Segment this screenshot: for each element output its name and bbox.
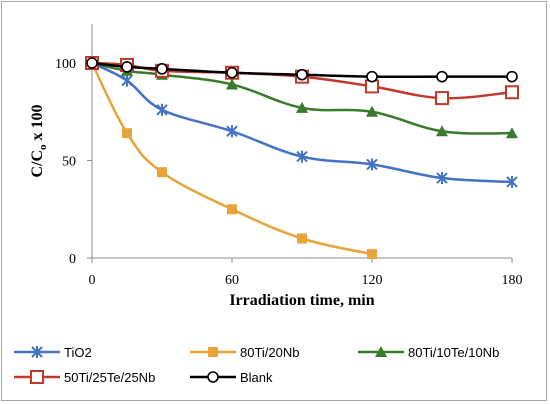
data-point — [296, 150, 308, 163]
data-point — [121, 74, 133, 87]
series-layer — [85, 56, 519, 260]
y-axis-title: C/Co x 100 — [29, 104, 49, 177]
legend-label: 50Ti/25Te/25Nb — [64, 370, 155, 385]
y-tick-label: 0 — [69, 252, 76, 267]
data-point — [506, 70, 518, 83]
y-axis-title-main: C/C — [29, 150, 46, 178]
legend-label: 80Ti/10Te/10Nb — [408, 345, 499, 360]
data-point — [367, 249, 377, 260]
data-point — [156, 63, 168, 75]
y-tick-label: 100 — [55, 57, 76, 72]
data-point — [506, 127, 518, 139]
legend-label: 80Ti/20Nb — [240, 345, 300, 360]
data-point — [296, 101, 308, 113]
legend-marker — [207, 371, 219, 383]
x-tick-label: 60 — [225, 273, 239, 288]
legend-item: TiO2 — [14, 345, 92, 360]
x-tick-label: 0 — [89, 273, 96, 288]
data-point — [86, 57, 98, 69]
data-point — [366, 105, 378, 117]
legend-marker — [375, 346, 387, 357]
series-4 — [86, 57, 518, 83]
legend-marker — [30, 370, 44, 384]
legend-item: 50Ti/25Te/25Nb — [14, 370, 155, 385]
data-point — [436, 172, 448, 185]
data-point — [226, 66, 238, 79]
series-line — [90, 62, 373, 256]
y-axis-title-sub: o — [37, 144, 49, 150]
data-point — [366, 158, 378, 171]
data-point — [436, 125, 448, 137]
data-point — [435, 91, 449, 106]
data-point — [156, 103, 168, 116]
data-point — [122, 128, 132, 139]
data-point — [297, 233, 307, 244]
series-line — [91, 61, 513, 184]
legend-item: Blank — [190, 370, 273, 385]
legend-label: TiO2 — [64, 345, 92, 360]
legend: TiO2 80Ti/20Nb 80Ti/10Te/10Nb 50Ti/25Te/25N… — [14, 345, 499, 385]
legend-label: Blank — [240, 370, 273, 385]
data-point — [226, 78, 238, 90]
data-point — [506, 175, 518, 188]
x-tick-label: 120 — [362, 273, 383, 288]
legend-item: 80Ti/20Nb — [190, 345, 300, 360]
data-point — [226, 125, 238, 138]
legend-marker — [31, 346, 43, 358]
data-point — [227, 204, 237, 215]
data-point — [296, 68, 308, 81]
legend-marker — [208, 347, 218, 357]
data-point — [505, 85, 519, 100]
data-point — [157, 167, 167, 178]
y-tick-label: 50 — [62, 155, 76, 170]
x-axis-title: Irradiation time, min — [229, 292, 374, 309]
x-tick-label: 180 — [502, 273, 523, 288]
legend-item: 80Ti/10Te/10Nb — [358, 345, 499, 360]
series-3 — [85, 56, 519, 106]
data-point — [366, 70, 378, 83]
data-point — [436, 70, 448, 83]
data-point — [121, 61, 133, 73]
y-axis-title-tail: x 100 — [29, 104, 46, 144]
